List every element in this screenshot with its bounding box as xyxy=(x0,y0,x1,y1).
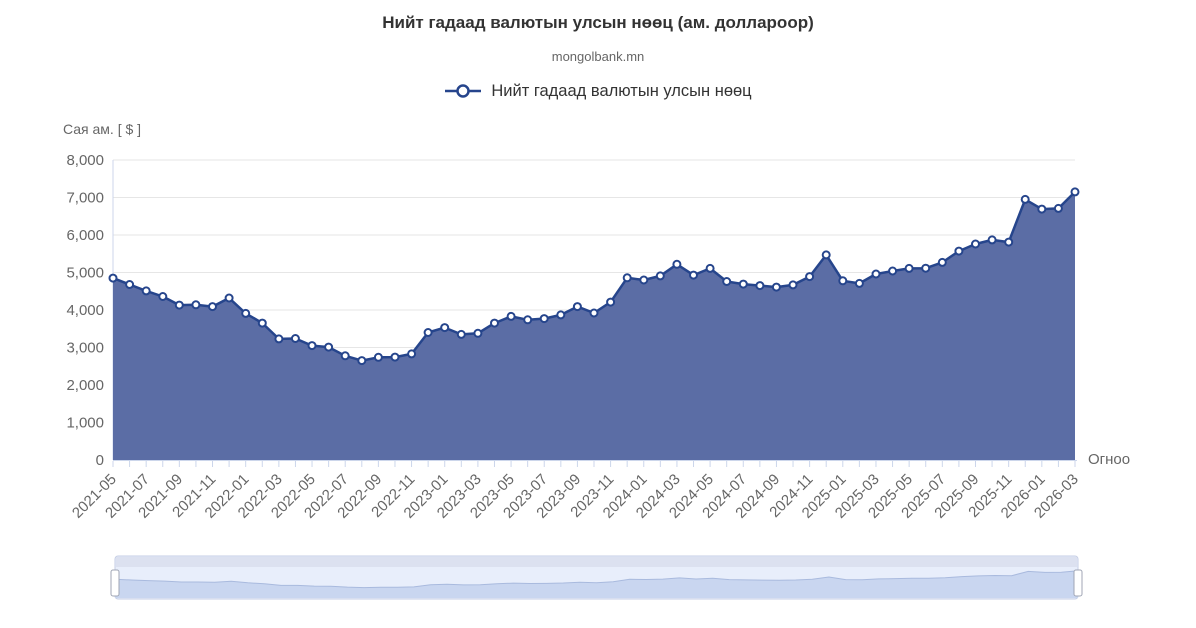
data-point-marker[interactable] xyxy=(257,318,267,328)
data-point-marker[interactable] xyxy=(954,246,964,256)
data-point-marker[interactable] xyxy=(871,269,881,279)
data-point-marker[interactable] xyxy=(572,302,582,312)
data-point-marker[interactable] xyxy=(854,278,864,288)
data-point-marker[interactable] xyxy=(904,263,914,273)
chart-title: Нийт гадаад валютын улсын нөөц (ам. долл… xyxy=(382,13,814,32)
x-axis-title: Огноо xyxy=(1088,451,1131,468)
data-point-marker[interactable] xyxy=(1053,203,1063,213)
data-point-marker[interactable] xyxy=(589,308,599,318)
navigator-handle-left[interactable] xyxy=(110,569,120,597)
data-point-marker[interactable] xyxy=(108,273,118,283)
navigator-series-area xyxy=(115,570,1078,598)
series-area-fill xyxy=(113,191,1075,460)
data-point-marker[interactable] xyxy=(423,328,433,337)
data-point-marker[interactable] xyxy=(324,342,334,352)
data-point-marker[interactable] xyxy=(689,270,698,280)
data-point-marker[interactable] xyxy=(639,275,649,285)
data-point-marker[interactable] xyxy=(307,341,317,351)
y-axis-label: 4,000 xyxy=(66,302,104,319)
y-axis-label: 8,000 xyxy=(66,152,104,169)
data-point-marker[interactable] xyxy=(937,257,947,267)
y-axis-label: 5,000 xyxy=(66,265,104,282)
series-marker-icon xyxy=(445,84,482,98)
data-point-marker[interactable] xyxy=(456,329,466,339)
data-point-marker[interactable] xyxy=(1037,204,1047,214)
data-point-marker[interactable] xyxy=(606,297,616,307)
data-point-marker[interactable] xyxy=(1070,187,1080,197)
y-axis-label: 6,000 xyxy=(66,227,104,244)
data-point-marker[interactable] xyxy=(340,351,350,361)
navigator-scrollbar[interactable] xyxy=(116,557,1077,567)
data-point-marker[interactable] xyxy=(888,266,898,276)
data-point-marker[interactable] xyxy=(174,300,184,310)
navigator-series-line xyxy=(114,570,1079,589)
data-point-marker[interactable] xyxy=(987,235,997,245)
data-point-marker[interactable] xyxy=(655,271,665,281)
data-point-marker[interactable] xyxy=(407,349,417,359)
data-point-marker[interactable] xyxy=(290,334,300,343)
y-axis-title: Сая ам. [ $ ] xyxy=(63,121,142,137)
y-axis-label: 0 xyxy=(96,452,104,469)
data-point-marker[interactable] xyxy=(224,293,234,303)
data-point-marker[interactable] xyxy=(622,273,632,283)
data-point-marker[interactable] xyxy=(208,302,217,312)
y-axis-label: 2,000 xyxy=(66,377,104,394)
y-axis-label: 7,000 xyxy=(66,190,104,207)
data-point-marker[interactable] xyxy=(241,308,251,318)
data-point-marker[interactable] xyxy=(506,311,516,321)
data-point-marker[interactable] xyxy=(191,300,201,310)
data-point-marker[interactable] xyxy=(771,282,781,292)
data-point-marker[interactable] xyxy=(971,239,980,249)
data-point-marker[interactable] xyxy=(490,318,499,328)
data-point-marker[interactable] xyxy=(672,259,682,269)
data-point-marker[interactable] xyxy=(1020,194,1030,204)
data-point-marker[interactable] xyxy=(473,328,483,338)
data-point-marker[interactable] xyxy=(722,277,732,286)
data-point-marker[interactable] xyxy=(440,323,450,333)
data-point-marker[interactable] xyxy=(125,280,135,289)
data-point-marker[interactable] xyxy=(141,286,151,296)
data-point-marker[interactable] xyxy=(373,352,383,362)
data-point-marker[interactable] xyxy=(788,280,798,290)
y-axis-label: 1,000 xyxy=(66,415,104,432)
data-point-marker[interactable] xyxy=(158,292,168,301)
data-point-marker[interactable] xyxy=(838,276,848,286)
chart-subtitle: mongolbank.mn xyxy=(551,49,645,64)
data-point-marker[interactable] xyxy=(556,310,566,320)
data-point-marker[interactable] xyxy=(390,352,400,362)
y-axis-label: 3,000 xyxy=(66,340,104,357)
data-point-marker[interactable] xyxy=(705,263,715,273)
data-point-marker[interactable] xyxy=(738,279,748,289)
data-point-marker[interactable] xyxy=(821,250,831,260)
data-point-marker[interactable] xyxy=(921,263,931,273)
navigator-handle-right[interactable] xyxy=(1073,569,1083,597)
data-point-marker[interactable] xyxy=(357,356,367,366)
legend-item[interactable]: Нийт гадаад валютын улсын нөөц xyxy=(0,76,1196,106)
data-point-marker[interactable] xyxy=(523,315,533,325)
data-point-marker[interactable] xyxy=(1004,237,1014,247)
data-point-marker[interactable] xyxy=(755,281,765,291)
legend-label: Нийт гадаад валютын улсын нөөц xyxy=(491,81,752,100)
data-point-marker[interactable] xyxy=(805,272,815,282)
data-point-marker[interactable] xyxy=(274,334,284,344)
data-point-marker[interactable] xyxy=(539,314,549,324)
